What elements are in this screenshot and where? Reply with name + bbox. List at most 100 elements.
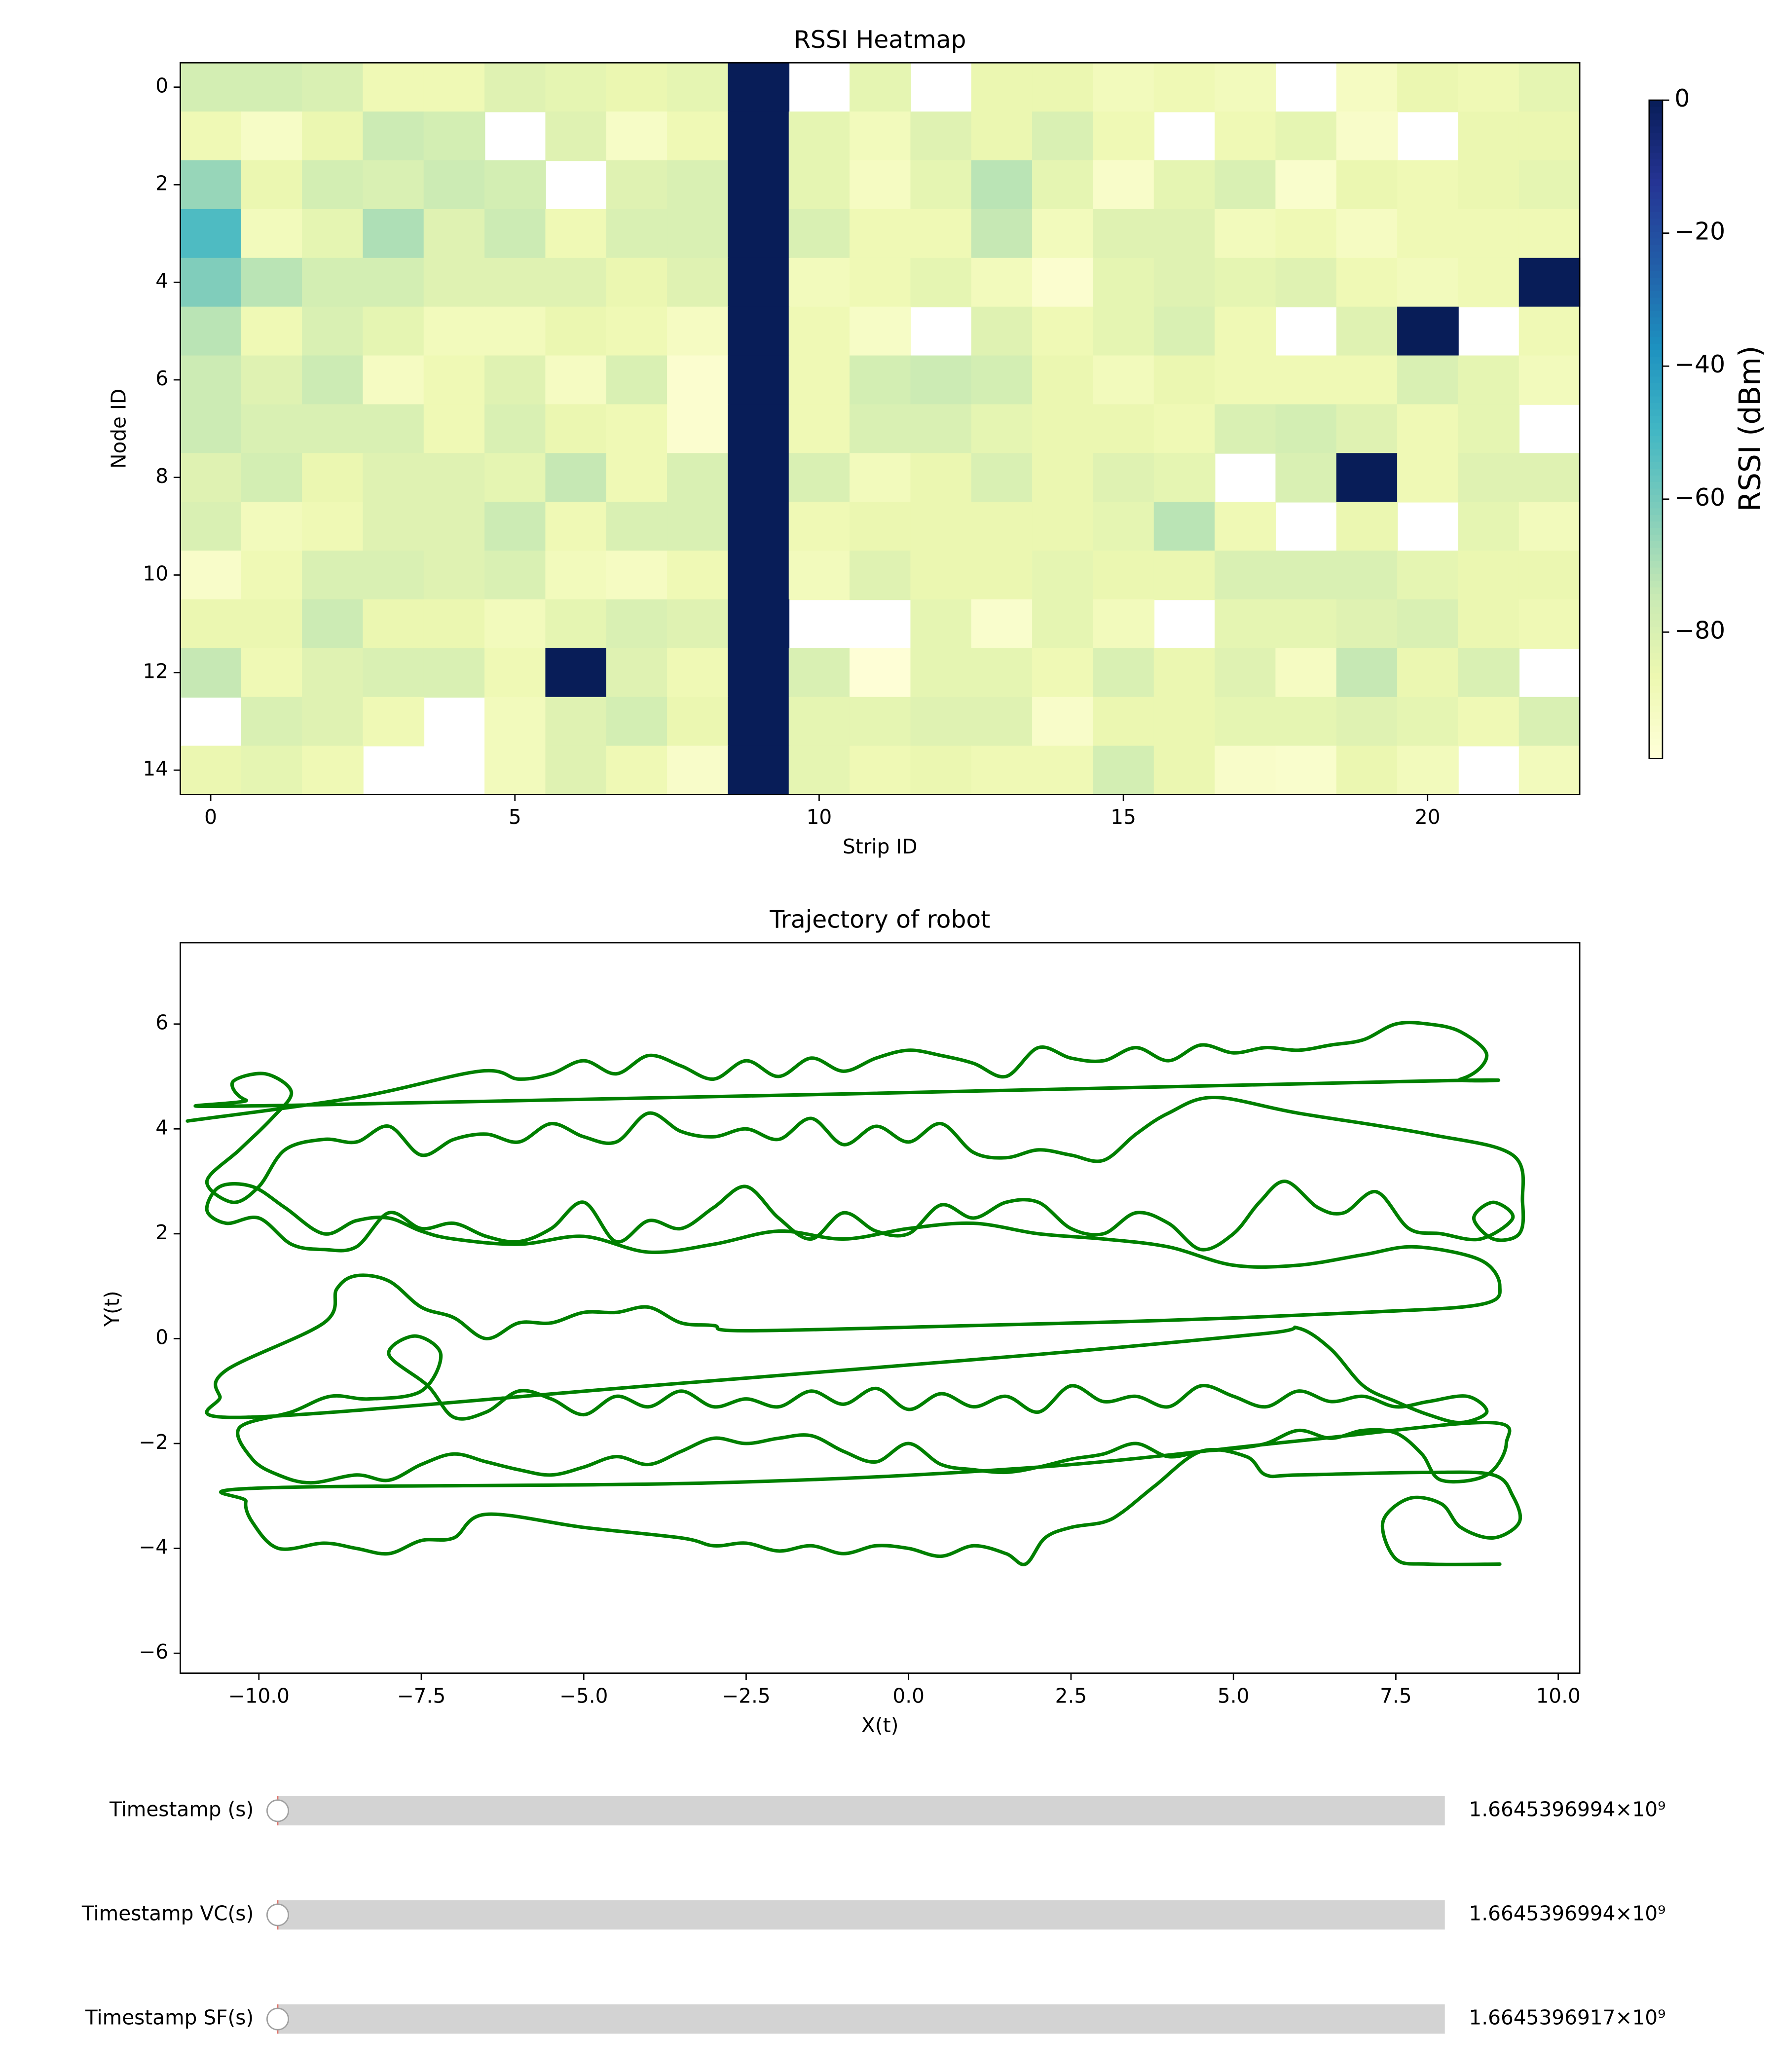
colorbar-segment [1649, 660, 1663, 667]
heatmap-cell [484, 355, 546, 405]
heatmap-cell [241, 745, 303, 795]
heatmap-cell [302, 111, 364, 161]
heatmap-cell [667, 111, 729, 161]
heatmap-cell [1336, 63, 1398, 112]
colorbar-segment [1649, 258, 1663, 266]
heatmap-cell [850, 306, 911, 356]
colorbar-segment [1649, 429, 1663, 437]
colorbar-segment [1649, 508, 1663, 516]
heatmap-cell [850, 209, 911, 259]
heatmap-cell [1518, 355, 1581, 405]
heatmap-cell [484, 599, 546, 649]
heatmap-cell [910, 745, 972, 795]
heatmap-cell [788, 258, 851, 308]
heatmap-cell [241, 599, 303, 649]
heatmap-cell [1275, 551, 1337, 600]
colorbar-segment [1649, 600, 1663, 608]
heatmap-cell [667, 258, 729, 308]
heatmap-cell [302, 160, 364, 210]
heatmap-cell [484, 306, 546, 356]
heatmap-cell [1153, 404, 1216, 454]
colorbar-segment [1649, 370, 1663, 378]
heatmap-cell [423, 502, 485, 552]
slider-handle[interactable] [266, 1903, 290, 1926]
heatmap-cell [728, 551, 790, 600]
slider-track[interactable] [278, 1796, 1445, 1826]
colorbar-segment [1649, 376, 1663, 384]
heatmap-cell [1275, 453, 1337, 503]
heatmap-cell [667, 209, 729, 259]
heatmap-cell [363, 551, 425, 600]
x-tick-label: 15 [1110, 805, 1136, 829]
heatmap-cell [1153, 306, 1216, 356]
colorbar-segment [1649, 686, 1663, 694]
heatmap-cell [788, 111, 851, 161]
heatmap-cell [1032, 453, 1094, 503]
heatmap-cell [1275, 111, 1337, 161]
heatmap-cell [241, 209, 303, 259]
heatmap-cell [302, 502, 364, 552]
y-axis-label: Node ID [107, 389, 131, 469]
colorbar-segment [1649, 113, 1663, 121]
colorbar-segment [1649, 396, 1663, 404]
y-tick-label: −2 [139, 1430, 168, 1454]
y-tick-label: 2 [155, 171, 168, 195]
colorbar-segment [1649, 383, 1663, 391]
colorbar-segment [1649, 238, 1663, 246]
slider-handle[interactable] [266, 1799, 290, 1822]
heatmap-cell [606, 745, 668, 795]
heatmap-cell [850, 697, 911, 746]
heatmap-cell [363, 258, 425, 308]
colorbar-segment [1649, 469, 1663, 477]
heatmap-cell [1397, 63, 1459, 112]
slider-track[interactable] [278, 2004, 1445, 2034]
heatmap-cell [302, 599, 364, 649]
heatmap-cell [1032, 355, 1094, 405]
heatmap-cell [1518, 63, 1581, 112]
heatmap-cell [241, 111, 303, 161]
y-axis-label: Y(t) [100, 1291, 124, 1327]
slider-handle[interactable] [266, 2007, 290, 2031]
colorbar-segment [1649, 343, 1663, 351]
colorbar-segment [1649, 331, 1663, 338]
colorbar-tick-label: −80 [1674, 617, 1725, 644]
y-tick-label: 4 [155, 1115, 168, 1139]
heatmap-cell [180, 648, 242, 698]
heatmap-cell [484, 258, 546, 308]
y-tick-label: 10 [143, 562, 168, 586]
heatmap-cell [1458, 160, 1520, 210]
heatmap-cell [1458, 551, 1520, 600]
heatmap-cell [180, 258, 242, 308]
heatmap-cell [788, 502, 851, 552]
colorbar-segment [1649, 692, 1663, 700]
heatmap-cell [667, 697, 729, 746]
heatmap-cell [1153, 355, 1216, 405]
colorbar-segment [1649, 100, 1663, 108]
heatmap-cell [1153, 453, 1216, 503]
colorbar-tick-label: −40 [1674, 351, 1725, 378]
x-tick-label: 5 [509, 805, 521, 829]
colorbar-segment [1649, 152, 1663, 160]
heatmap-cell [545, 453, 607, 503]
heatmap-cell [788, 745, 851, 795]
heatmap-cell [1397, 160, 1459, 210]
heatmap-cell [423, 453, 485, 503]
heatmap-cell [606, 111, 668, 161]
slider-track[interactable] [278, 1900, 1445, 1930]
heatmap-cell [1275, 258, 1337, 308]
heatmap-cell [545, 355, 607, 405]
heatmap-cell [1153, 551, 1216, 600]
colorbar-segment [1649, 264, 1663, 272]
heatmap-cell [363, 355, 425, 405]
heatmap-cell [971, 599, 1033, 649]
colorbar-segment [1649, 192, 1663, 200]
heatmap-cell [1397, 453, 1459, 503]
heatmap-cell [302, 306, 364, 356]
colorbar-segment [1649, 436, 1663, 444]
heatmap-cell [1153, 160, 1216, 210]
heatmap-cell [606, 697, 668, 746]
heatmap-cell [363, 209, 425, 259]
x-axis-label: Strip ID [843, 835, 918, 858]
heatmap-cell [180, 209, 242, 259]
